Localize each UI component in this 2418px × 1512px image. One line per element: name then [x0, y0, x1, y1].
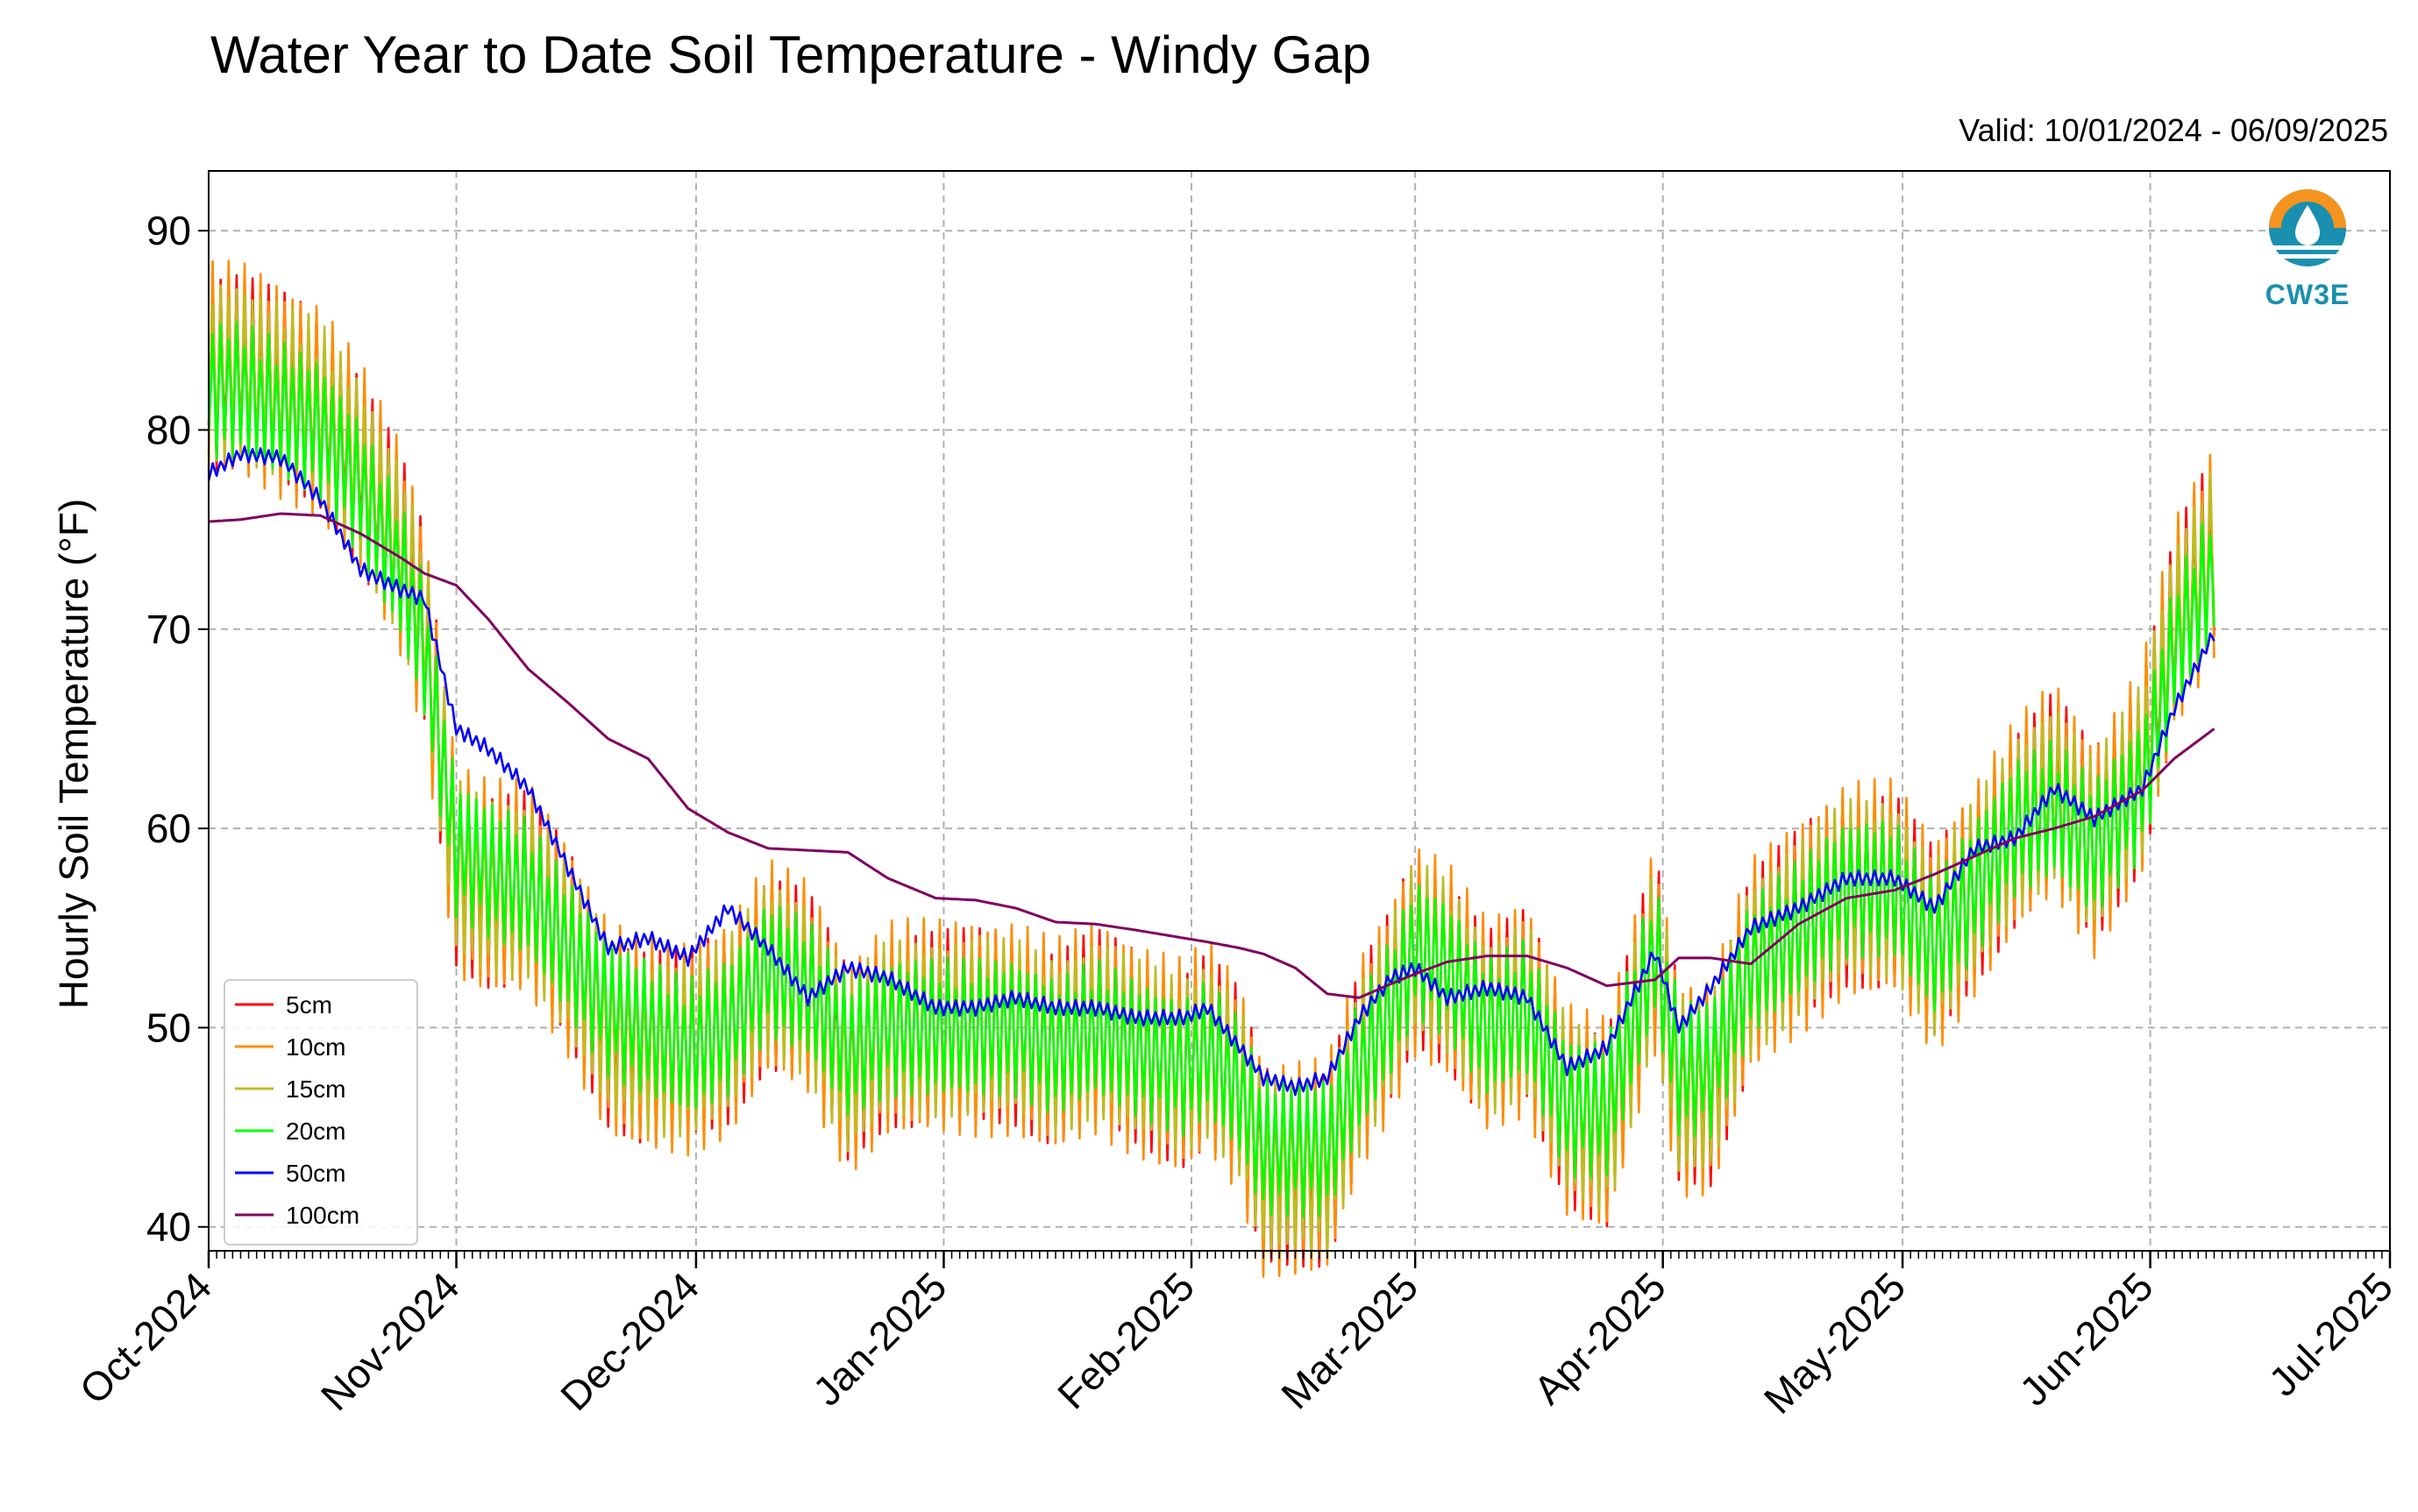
legend-label: 100cm — [286, 1202, 359, 1229]
x-tick-label: Feb-2025 — [1049, 1263, 1203, 1417]
y-tick-label: 70 — [146, 607, 191, 652]
legend-label: 50cm — [286, 1160, 345, 1187]
legend-layer: 5cm 10cm 15cm 20cm 50cm 100cm — [224, 979, 418, 1246]
series-layer — [207, 259, 2215, 1278]
plot-frame — [208, 170, 2391, 1252]
chart-title: Water Year to Date Soil Temperature - Wi… — [210, 25, 1371, 84]
x-tick-label: May-2025 — [1755, 1263, 1914, 1422]
y-tick-label: 40 — [146, 1204, 191, 1250]
legend-label: 20cm — [286, 1118, 345, 1145]
y-tick-label: 60 — [146, 806, 191, 851]
x-tick-label: Jul-2025 — [2260, 1263, 2402, 1405]
legend-label: 10cm — [286, 1033, 345, 1061]
chart-subtitle: Valid: 10/01/2024 - 06/09/2025 — [1959, 112, 2388, 148]
y-tick-label: 80 — [146, 407, 191, 452]
x-tick-label: Dec-2024 — [551, 1263, 708, 1419]
x-tick-label: Nov-2024 — [312, 1263, 468, 1419]
x-tick-label: Mar-2025 — [1272, 1263, 1426, 1417]
series-line-100cm — [208, 512, 2215, 999]
x-tick-label: Jan-2025 — [804, 1263, 955, 1414]
y-tick-label: 90 — [146, 208, 191, 253]
x-tick-label: Oct-2024 — [71, 1263, 221, 1413]
series-line-50cm — [207, 445, 2215, 1097]
legend-label: 5cm — [286, 991, 332, 1019]
legend-label: 15cm — [286, 1075, 345, 1103]
logo-text: CW3E — [2265, 279, 2350, 310]
x-tick-label: Apr-2025 — [1525, 1263, 1675, 1413]
cw3e-logo: CW3E — [2255, 182, 2360, 314]
x-tick-label: Jun-2025 — [2010, 1263, 2161, 1414]
y-tick-label: 50 — [146, 1004, 191, 1050]
